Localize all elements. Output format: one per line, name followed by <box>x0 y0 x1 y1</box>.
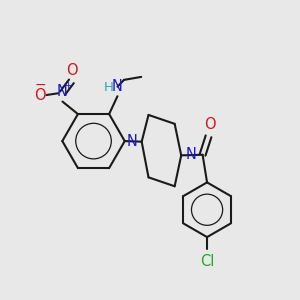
Text: N: N <box>57 85 68 100</box>
Text: O: O <box>66 63 78 78</box>
Text: −: − <box>34 78 46 92</box>
Text: Cl: Cl <box>200 254 214 269</box>
Text: H: H <box>104 81 114 94</box>
Text: +: + <box>64 81 73 91</box>
Text: O: O <box>34 88 46 103</box>
Text: N: N <box>127 134 137 148</box>
Text: N: N <box>185 147 196 162</box>
Text: N: N <box>112 79 123 94</box>
Text: O: O <box>204 118 215 133</box>
